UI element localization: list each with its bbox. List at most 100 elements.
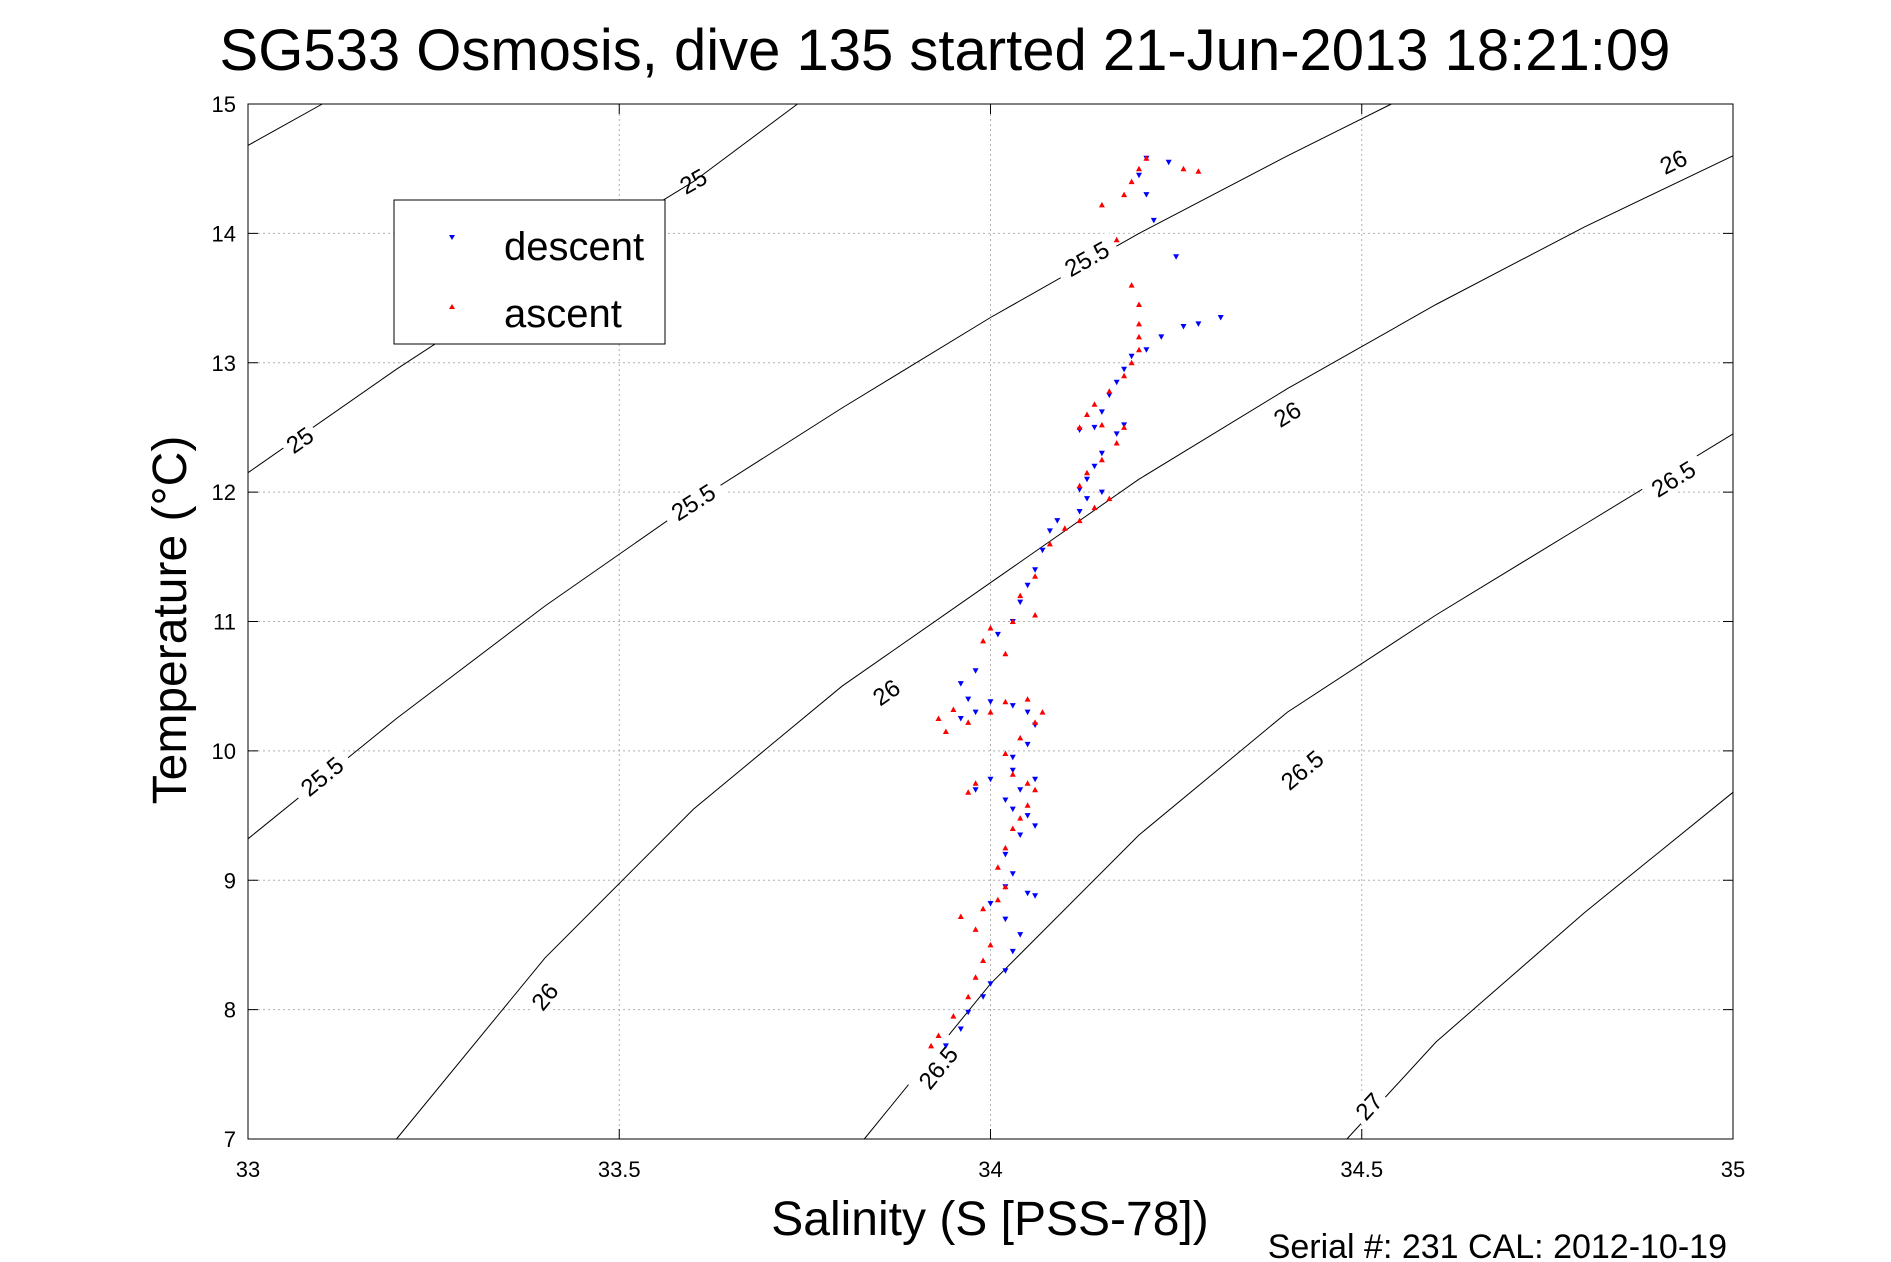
y-tick-label: 13 bbox=[212, 351, 236, 376]
contour-line-26 bbox=[396, 155, 1734, 1140]
x-tick-label: 34 bbox=[978, 1157, 1002, 1182]
descent-point bbox=[1009, 703, 1016, 709]
descent-point bbox=[987, 776, 994, 783]
ascent-point bbox=[950, 706, 957, 712]
contour-label-bg bbox=[288, 745, 355, 807]
descent-point bbox=[1121, 366, 1128, 373]
contour-label-bg bbox=[1346, 1083, 1391, 1129]
ascent-point bbox=[1136, 346, 1142, 353]
ascent-point bbox=[965, 993, 972, 1000]
ascent-point bbox=[1128, 178, 1135, 185]
descent-point bbox=[1002, 968, 1009, 974]
ascent-point bbox=[980, 957, 987, 963]
descent-point bbox=[1113, 379, 1120, 386]
descent-point bbox=[1024, 582, 1031, 589]
legend-descent-label: descent bbox=[504, 225, 644, 269]
ascent-point bbox=[1136, 301, 1142, 307]
ascent-point bbox=[1009, 771, 1016, 777]
ascent-point bbox=[942, 728, 949, 734]
descent-point bbox=[1054, 518, 1061, 524]
descent-point bbox=[1009, 754, 1016, 761]
ascent-point bbox=[965, 789, 972, 795]
ascent-point bbox=[987, 709, 994, 715]
descent-point bbox=[1091, 463, 1098, 470]
ascent-point bbox=[972, 926, 979, 932]
contour-label-bg bbox=[277, 418, 322, 461]
descent-point bbox=[1032, 567, 1039, 573]
ascent-point bbox=[1143, 155, 1150, 161]
ascent-point bbox=[1024, 780, 1031, 786]
descent-point bbox=[1032, 776, 1039, 783]
x-tick-label: 33.5 bbox=[598, 1157, 641, 1182]
ascent-point bbox=[1180, 165, 1187, 172]
descent-point bbox=[1024, 741, 1031, 748]
descent-point bbox=[1002, 851, 1009, 858]
ascent-point bbox=[980, 905, 987, 912]
ascent-point bbox=[1039, 709, 1046, 715]
descent-point bbox=[1150, 217, 1157, 224]
descent-point bbox=[957, 1026, 964, 1032]
descent-point bbox=[1017, 599, 1024, 606]
ascent-point bbox=[1024, 802, 1031, 808]
ascent-point bbox=[1009, 618, 1016, 624]
ascent-point bbox=[1002, 698, 1009, 705]
descent-point bbox=[1195, 321, 1202, 327]
descent-point bbox=[1173, 254, 1180, 260]
descent-point bbox=[1084, 496, 1090, 502]
descent-point bbox=[1076, 509, 1083, 515]
ascent-point bbox=[972, 780, 979, 786]
ascent-point bbox=[1002, 844, 1009, 851]
descent-point bbox=[1024, 709, 1031, 716]
descent-point bbox=[1009, 871, 1016, 877]
legend-box bbox=[393, 199, 666, 345]
ascent-point bbox=[1136, 333, 1142, 340]
ascent-point bbox=[935, 715, 942, 721]
descent-point bbox=[957, 716, 964, 722]
contour-label-bg bbox=[670, 160, 716, 201]
ascent-point bbox=[1002, 883, 1009, 890]
contour-label-bg bbox=[1264, 393, 1310, 435]
ascent-point bbox=[1098, 421, 1105, 428]
ascent-point bbox=[994, 864, 1001, 870]
descent-point bbox=[1017, 932, 1024, 938]
axis-ticks: 33 33.5 34 34.5 35 7 8 9 10 11 12 13 14 15 bbox=[212, 92, 1746, 1182]
descent-point bbox=[1002, 916, 1009, 923]
x-tick-label: 34.5 bbox=[1340, 1157, 1383, 1182]
y-tick-label: 15 bbox=[212, 92, 236, 117]
descent-point bbox=[1113, 431, 1120, 437]
ascent-point bbox=[980, 637, 987, 644]
ascent-point bbox=[950, 1013, 957, 1019]
ascent-point bbox=[1113, 236, 1120, 243]
descent-point bbox=[1098, 409, 1105, 415]
descent-point bbox=[957, 681, 964, 687]
descent-point bbox=[994, 631, 1001, 638]
descent-point bbox=[1009, 806, 1016, 813]
x-tick-label: 33 bbox=[236, 1157, 260, 1182]
y-tick-label: 7 bbox=[224, 1127, 236, 1152]
ascent-point bbox=[1121, 191, 1128, 198]
ascent-point bbox=[1002, 650, 1009, 657]
ascent-point bbox=[987, 941, 994, 948]
descent-point bbox=[1032, 823, 1039, 829]
ascent-point bbox=[935, 1032, 942, 1038]
ascent-point bbox=[957, 913, 964, 919]
descent-point bbox=[1046, 528, 1053, 534]
ascent-point bbox=[1046, 540, 1053, 547]
y-tick-label: 11 bbox=[213, 610, 236, 635]
legend: descent ascent bbox=[393, 199, 666, 345]
ascent-point bbox=[1017, 592, 1024, 599]
ascent-point bbox=[1128, 282, 1135, 288]
legend-ascent-label: ascent bbox=[504, 292, 622, 336]
legend-descent-marker bbox=[449, 235, 455, 240]
descent-point bbox=[1165, 159, 1172, 166]
descent-point bbox=[1098, 489, 1105, 496]
ascent-point bbox=[1009, 825, 1016, 831]
descent-point bbox=[942, 1043, 949, 1049]
ascent-point bbox=[987, 625, 994, 631]
ascent-point bbox=[1121, 372, 1128, 379]
descent-point bbox=[1076, 487, 1083, 493]
descent-point bbox=[1009, 767, 1016, 774]
ascent-point bbox=[1017, 734, 1024, 741]
x-axis-label: Salinity (S [PSS-78]) bbox=[771, 1193, 1208, 1246]
